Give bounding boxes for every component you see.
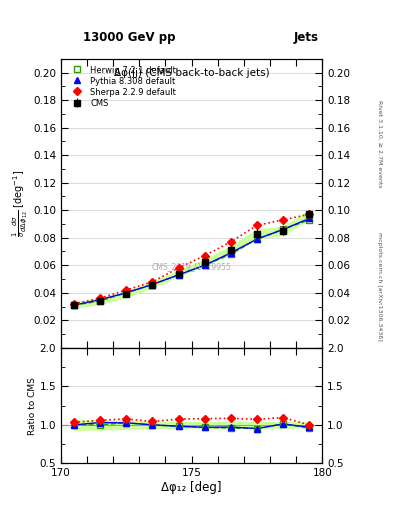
- Herwig 7.2.1 default: [255, 236, 259, 242]
- Line: Sherpa 2.2.9 default: Sherpa 2.2.9 default: [71, 211, 312, 307]
- Text: 13000 GeV pp: 13000 GeV pp: [83, 31, 176, 44]
- Herwig 7.2.1 default: [307, 217, 312, 223]
- Sherpa 2.2.9 default: [98, 295, 103, 302]
- Pythia 8.308 default: [307, 216, 312, 222]
- Herwig 7.2.1 default: [124, 290, 129, 296]
- Text: Δφ(jj) (CMS back-to-back jets): Δφ(jj) (CMS back-to-back jets): [114, 68, 269, 77]
- Sherpa 2.2.9 default: [176, 265, 181, 271]
- Sherpa 2.2.9 default: [255, 222, 259, 228]
- Text: Jets: Jets: [293, 31, 318, 44]
- Herwig 7.2.1 default: [228, 251, 233, 258]
- Pythia 8.308 default: [281, 226, 285, 232]
- Sherpa 2.2.9 default: [307, 211, 312, 218]
- Herwig 7.2.1 default: [176, 272, 181, 278]
- Y-axis label: $\frac{1}{\sigma}\frac{d\sigma}{d\Delta\phi_{12}}$ [deg$^{-1}$]: $\frac{1}{\sigma}\frac{d\sigma}{d\Delta\…: [11, 169, 30, 237]
- Y-axis label: Ratio to CMS: Ratio to CMS: [28, 377, 37, 435]
- Herwig 7.2.1 default: [281, 226, 285, 232]
- Herwig 7.2.1 default: [72, 302, 76, 308]
- Line: Pythia 8.308 default: Pythia 8.308 default: [70, 215, 313, 309]
- Sherpa 2.2.9 default: [202, 252, 207, 259]
- Pythia 8.308 default: [228, 250, 233, 256]
- Text: Rivet 3.1.10, ≥ 2.7M events: Rivet 3.1.10, ≥ 2.7M events: [377, 99, 382, 187]
- Sherpa 2.2.9 default: [281, 217, 285, 223]
- Pythia 8.308 default: [255, 236, 259, 242]
- Pythia 8.308 default: [72, 302, 76, 308]
- Sherpa 2.2.9 default: [150, 279, 155, 285]
- Sherpa 2.2.9 default: [228, 239, 233, 245]
- Pythia 8.308 default: [98, 296, 103, 303]
- Legend: Herwig 7.2.1 default, Pythia 8.308 default, Sherpa 2.2.9 default, CMS: Herwig 7.2.1 default, Pythia 8.308 defau…: [65, 63, 178, 110]
- Herwig 7.2.1 default: [98, 298, 103, 304]
- Text: CMS_2019_I1719955: CMS_2019_I1719955: [152, 262, 231, 271]
- Text: mcplots.cern.ch [arXiv:1306.3436]: mcplots.cern.ch [arXiv:1306.3436]: [377, 232, 382, 341]
- Pythia 8.308 default: [150, 282, 155, 288]
- Herwig 7.2.1 default: [202, 262, 207, 268]
- Sherpa 2.2.9 default: [124, 287, 129, 293]
- X-axis label: Δφ₁₂ [deg]: Δφ₁₂ [deg]: [162, 481, 222, 494]
- Sherpa 2.2.9 default: [72, 301, 76, 307]
- Pythia 8.308 default: [176, 272, 181, 278]
- Line: Herwig 7.2.1 default: Herwig 7.2.1 default: [70, 217, 313, 309]
- Herwig 7.2.1 default: [150, 282, 155, 288]
- Pythia 8.308 default: [202, 262, 207, 268]
- Pythia 8.308 default: [124, 290, 129, 296]
